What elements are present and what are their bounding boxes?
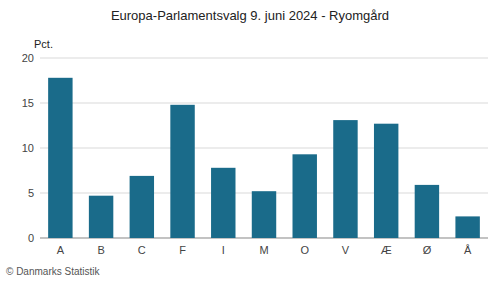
bars xyxy=(48,78,480,238)
chart-container: Europa-Parlamentsvalg 9. juni 2024 - Ryo… xyxy=(0,0,500,282)
grid-line xyxy=(40,58,488,59)
y-tick-label: 0 xyxy=(28,232,34,244)
x-axis: ABCFIMOVÆØÅ xyxy=(57,244,472,256)
x-tick-label: Å xyxy=(464,244,472,256)
title: Europa-Parlamentsvalg 9. juni 2024 - Ryo… xyxy=(111,8,389,23)
grid-line xyxy=(40,148,488,149)
bar xyxy=(130,176,154,238)
bar xyxy=(170,105,194,238)
x-tick-label: A xyxy=(57,244,65,256)
x-tick-label: I xyxy=(222,244,225,256)
x-tick-label: C xyxy=(138,244,146,256)
y-axis: 0 5 10 15 20 xyxy=(22,52,488,244)
bar xyxy=(252,191,276,238)
x-tick-label: Ø xyxy=(423,244,432,256)
bar xyxy=(333,120,357,238)
x-tick-label: O xyxy=(300,244,309,256)
bar xyxy=(48,78,72,238)
footer: © Danmarks Statistik xyxy=(6,266,101,277)
bar xyxy=(374,124,398,238)
chart-svg: Europa-Parlamentsvalg 9. juni 2024 - Ryo… xyxy=(0,0,500,282)
x-tick-label: M xyxy=(259,244,268,256)
x-tick-label: Æ xyxy=(381,244,392,256)
bar xyxy=(89,196,113,238)
bar xyxy=(211,168,235,238)
y-tick-label: 5 xyxy=(28,187,34,199)
x-tick-label: B xyxy=(97,244,104,256)
bar xyxy=(415,185,439,238)
y-tick-label: 15 xyxy=(22,97,34,109)
y-tick-label: 10 xyxy=(22,142,34,154)
bar xyxy=(455,216,479,238)
grid-line xyxy=(40,103,488,104)
x-tick-label: F xyxy=(179,244,186,256)
y-axis-label: Pct. xyxy=(34,38,53,50)
x-tick-label: V xyxy=(342,244,350,256)
bar xyxy=(293,154,317,238)
y-tick-label: 20 xyxy=(22,52,34,64)
